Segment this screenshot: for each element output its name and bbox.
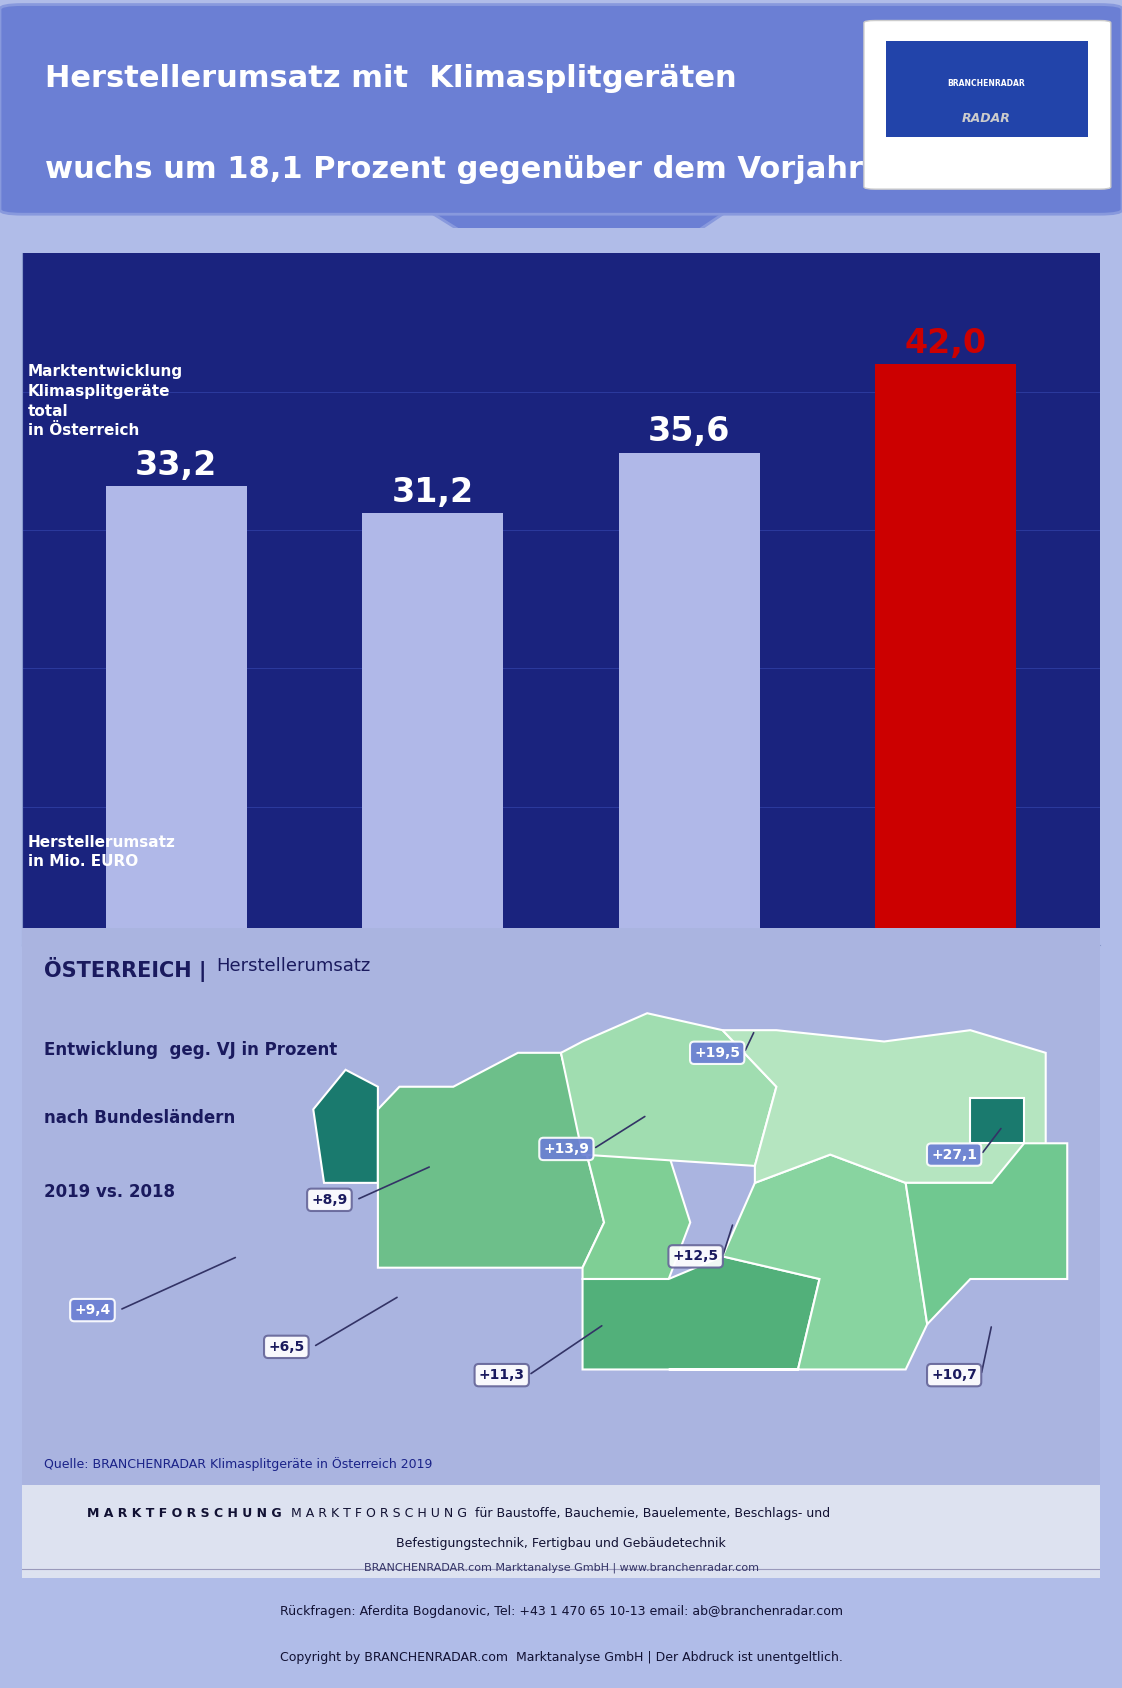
Text: *erwartet: *erwartet: [909, 1063, 982, 1079]
Polygon shape: [582, 1256, 819, 1369]
Text: 2019 vs. 2018: 2019 vs. 2018: [44, 1183, 175, 1200]
Text: BRANCHENRADAR.com Marktanalyse GmbH | www.branchenradar.com: BRANCHENRADAR.com Marktanalyse GmbH | ww…: [364, 1561, 758, 1573]
Bar: [105, 486, 247, 945]
Polygon shape: [669, 1155, 927, 1369]
Text: +11,3: +11,3: [479, 1369, 525, 1382]
Text: 35,6: 35,6: [649, 415, 730, 449]
Polygon shape: [378, 1053, 604, 1268]
Text: Quelle: BRANCHENRADAR Klimasplitgeräte in Österreich 2019: Quelle: BRANCHENRADAR Klimasplitgeräte i…: [44, 1457, 432, 1472]
FancyBboxPatch shape: [864, 20, 1111, 189]
Text: +9,4: +9,4: [74, 1303, 111, 1317]
Text: wuchs um 18,1 Prozent gegenüber dem Vorjahr: wuchs um 18,1 Prozent gegenüber dem Vorj…: [45, 155, 863, 184]
Text: +10,7: +10,7: [931, 1369, 977, 1382]
FancyBboxPatch shape: [0, 5, 1122, 214]
Polygon shape: [426, 209, 729, 307]
Polygon shape: [723, 1030, 1046, 1183]
Text: ÖSTERREICH |: ÖSTERREICH |: [44, 957, 213, 982]
FancyBboxPatch shape: [1, 917, 1121, 1506]
Text: +27,1: +27,1: [931, 1148, 977, 1161]
Text: 42,0: 42,0: [904, 327, 986, 360]
Text: +19,5: +19,5: [695, 1047, 741, 1060]
Text: +6,5: +6,5: [268, 1340, 304, 1354]
Text: nach Bundesländern: nach Bundesländern: [44, 1109, 236, 1128]
FancyBboxPatch shape: [886, 41, 1088, 137]
Text: +12,5: +12,5: [672, 1249, 719, 1263]
Text: Copyright by BRANCHENRADAR.com  Marktanalyse GmbH | Der Abdruck ist unentgeltlic: Copyright by BRANCHENRADAR.com Marktanal…: [279, 1651, 843, 1664]
Text: Herstellerumsatz
in Mio. EURO: Herstellerumsatz in Mio. EURO: [28, 834, 175, 869]
Text: 33,2: 33,2: [135, 449, 218, 481]
Text: BRANCHENRADAR: BRANCHENRADAR: [947, 79, 1026, 88]
Text: RADAR: RADAR: [962, 111, 1011, 125]
Text: +13,9: +13,9: [543, 1143, 589, 1156]
Text: Herstellerumsatz: Herstellerumsatz: [217, 957, 370, 974]
Text: M A R K T F O R S C H U N G  für Baustoffe, Bauchemie, Bauelemente, Beschlags- u: M A R K T F O R S C H U N G für Baustoff…: [292, 1507, 830, 1519]
Polygon shape: [313, 1070, 378, 1183]
FancyBboxPatch shape: [1, 1484, 1121, 1580]
Polygon shape: [971, 1097, 1024, 1143]
Text: Befestigungstechnik, Fertigbau und Gebäudetechnik: Befestigungstechnik, Fertigbau und Gebäu…: [396, 1536, 726, 1550]
Text: +8,9: +8,9: [311, 1193, 348, 1207]
Polygon shape: [561, 1053, 690, 1280]
Text: M A R K T F O R S C H U N G: M A R K T F O R S C H U N G: [88, 1507, 282, 1519]
Text: Entwicklung  geg. VJ in Prozent: Entwicklung geg. VJ in Prozent: [44, 1041, 338, 1060]
Polygon shape: [561, 1013, 776, 1166]
Text: Herstellerumsatz mit  Klimasplitgeräten: Herstellerumsatz mit Klimasplitgeräten: [45, 64, 736, 93]
Bar: [875, 365, 1017, 945]
Text: Marktentwicklung
Klimasplitgeräte
total
in Österreich: Marktentwicklung Klimasplitgeräte total …: [28, 365, 183, 439]
Text: 31,2: 31,2: [392, 476, 473, 510]
Polygon shape: [905, 1143, 1067, 1323]
Bar: [362, 513, 504, 945]
Text: Rückfragen: Aferdita Bogdanovic, Tel: +43 1 470 65 10-13 email: ab@branchenradar: Rückfragen: Aferdita Bogdanovic, Tel: +4…: [279, 1605, 843, 1617]
Bar: [618, 452, 760, 945]
